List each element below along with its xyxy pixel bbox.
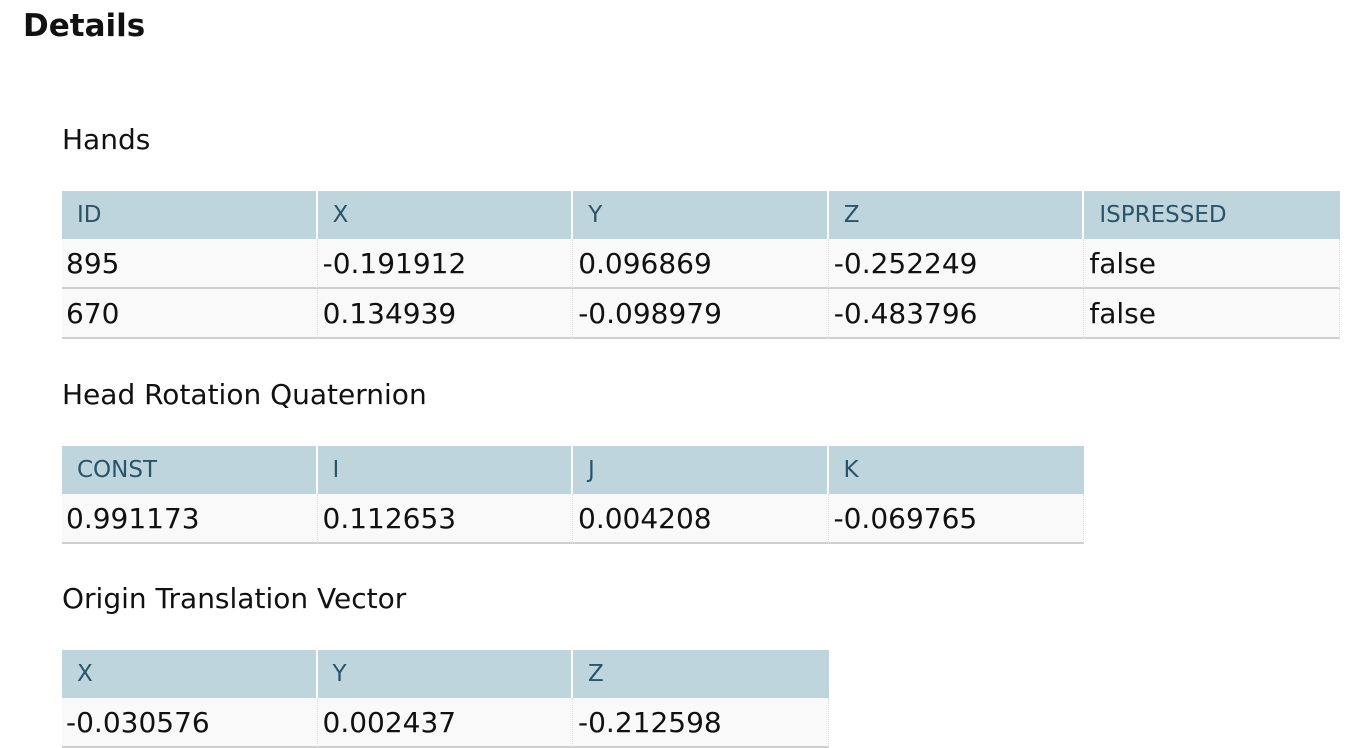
hands-cell-ispressed: false (1084, 239, 1340, 289)
table-row[interactable]: 670 0.134939 -0.098979 -0.483796 false (62, 289, 1340, 339)
head-rotation-cell-k: -0.069765 (828, 494, 1084, 544)
head-rotation-cell-i: 0.112653 (317, 494, 573, 544)
hands-header-z[interactable]: Z (828, 191, 1085, 239)
hands-cell-x: 0.134939 (317, 289, 574, 339)
hands-cell-ispressed: false (1084, 289, 1340, 339)
origin-translation-table: X Y Z -0.030576 0.002437 -0.212598 (62, 650, 829, 748)
origin-translation-header-y[interactable]: Y (317, 650, 573, 698)
hands-header-row: ID X Y Z ISPRESSED (62, 191, 1340, 239)
origin-translation-cell-z: -0.212598 (573, 698, 829, 748)
origin-translation-cell-x: -0.030576 (62, 698, 318, 748)
hands-table: ID X Y Z ISPRESSED 895 -0.191912 0.09686… (62, 191, 1340, 339)
hands-cell-y: -0.098979 (573, 289, 829, 339)
origin-translation-header-x[interactable]: X (62, 650, 318, 698)
page-title: Details (23, 8, 146, 44)
head-rotation-cell-const: 0.991173 (62, 494, 318, 544)
head-rotation-header-k[interactable]: K (828, 446, 1084, 494)
head-rotation-cell-j: 0.004208 (573, 494, 829, 544)
hands-cell-x: -0.191912 (317, 239, 574, 289)
hands-cell-z: -0.252249 (828, 239, 1085, 289)
table-row[interactable]: 0.991173 0.112653 0.004208 -0.069765 (62, 494, 1084, 544)
origin-translation-header-z[interactable]: Z (573, 650, 829, 698)
hands-cell-y: 0.096869 (573, 239, 829, 289)
hands-header-id[interactable]: ID (62, 191, 318, 239)
head-rotation-header-j[interactable]: J (573, 446, 829, 494)
hands-cell-z: -0.483796 (828, 289, 1085, 339)
origin-translation-cell-y: 0.002437 (317, 698, 573, 748)
head-rotation-header-i[interactable]: I (317, 446, 573, 494)
origin-translation-header-row: X Y Z (62, 650, 829, 698)
hands-header-y[interactable]: Y (573, 191, 829, 239)
head-rotation-header-row: CONST I J K (62, 446, 1084, 494)
table-row[interactable]: 895 -0.191912 0.096869 -0.252249 false (62, 239, 1340, 289)
hands-cell-id: 670 (62, 289, 318, 339)
table-row[interactable]: -0.030576 0.002437 -0.212598 (62, 698, 829, 748)
hands-section-title: Hands (62, 123, 151, 156)
hands-cell-id: 895 (62, 239, 318, 289)
head-rotation-table: CONST I J K 0.991173 0.112653 0.004208 -… (62, 446, 1084, 544)
origin-translation-section-title: Origin Translation Vector (62, 582, 407, 615)
hands-header-x[interactable]: X (317, 191, 574, 239)
head-rotation-section-title: Head Rotation Quaternion (62, 378, 427, 411)
hands-header-ispressed[interactable]: ISPRESSED (1084, 191, 1340, 239)
head-rotation-header-const[interactable]: CONST (62, 446, 318, 494)
